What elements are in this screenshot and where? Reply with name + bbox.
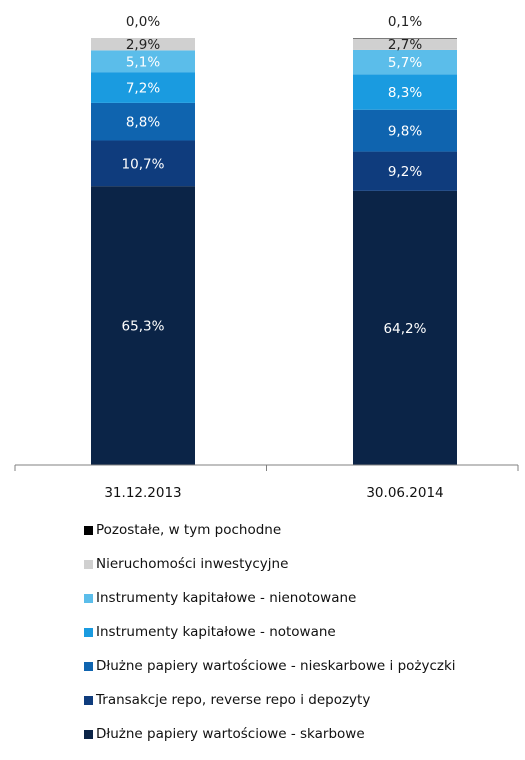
data-label-1-7: 0,0% xyxy=(126,14,160,30)
data-label-1-3: 8,8% xyxy=(126,115,160,131)
legend-item: Dłużne papiery wartościowe - nieskarbowe… xyxy=(84,658,514,692)
legend-label: Transakcje repo, reverse repo i depozyty xyxy=(96,692,370,708)
data-label-2-4: 8,3% xyxy=(388,85,422,101)
legend-item: Instrumenty kapitałowe - notowane xyxy=(84,624,514,658)
data-label-2-3: 9,8% xyxy=(388,124,422,140)
legend-item: Instrumenty kapitałowe - nienotowane xyxy=(84,590,514,624)
chart-legend: Pozostałe, w tym pochodne Nieruchomości i… xyxy=(84,522,514,760)
legend-swatch xyxy=(84,696,93,705)
chart-plot-area: 65,3% 10,7% 8,8% 7,2% 5,1%2,9% 0,0% 64,2% 9,2% 9… xyxy=(0,0,525,510)
legend-label: Dłużne papiery wartościowe - nieskarbowe… xyxy=(96,658,456,674)
data-label-2-5: 5,7% xyxy=(388,55,422,71)
legend-swatch xyxy=(84,526,93,535)
x-tick-label: 30.06.2014 xyxy=(366,485,443,501)
legend-swatch xyxy=(84,594,93,603)
data-label-1-4: 7,2% xyxy=(126,81,160,97)
data-label-1-2: 10,7% xyxy=(122,156,165,172)
data-label-2-1: 64,2% xyxy=(384,321,427,337)
legend-item: Transakcje repo, reverse repo i depozyty xyxy=(84,692,514,726)
legend-label: Nieruchomości inwestycyjne xyxy=(96,556,288,572)
legend-item: Dłużne papiery wartościowe - skarbowe xyxy=(84,726,514,760)
legend-label: Instrumenty kapitałowe - notowane xyxy=(96,624,336,640)
legend-swatch xyxy=(84,560,93,569)
legend-label: Pozostałe, w tym pochodne xyxy=(96,522,281,538)
data-label-2-6: 2,7% xyxy=(388,37,422,53)
data-label-1-1: 65,3% xyxy=(122,319,165,335)
legend-label: Dłużne papiery wartościowe - skarbowe xyxy=(96,726,365,742)
legend-swatch xyxy=(84,628,93,637)
legend-swatch xyxy=(84,730,93,739)
data-label-1-5: 5,1% xyxy=(126,54,160,70)
data-label-2-2: 9,2% xyxy=(388,164,422,180)
legend-swatch xyxy=(84,662,93,671)
data-label-2-7: 0,1% xyxy=(388,14,422,30)
legend-item: Pozostałe, w tym pochodne xyxy=(84,522,514,556)
legend-label: Instrumenty kapitałowe - nienotowane xyxy=(96,590,356,606)
legend-item: Nieruchomości inwestycyjne xyxy=(84,556,514,590)
x-tick-label: 31.12.2013 xyxy=(104,485,181,501)
data-label-1-6: 2,9% xyxy=(126,37,160,53)
